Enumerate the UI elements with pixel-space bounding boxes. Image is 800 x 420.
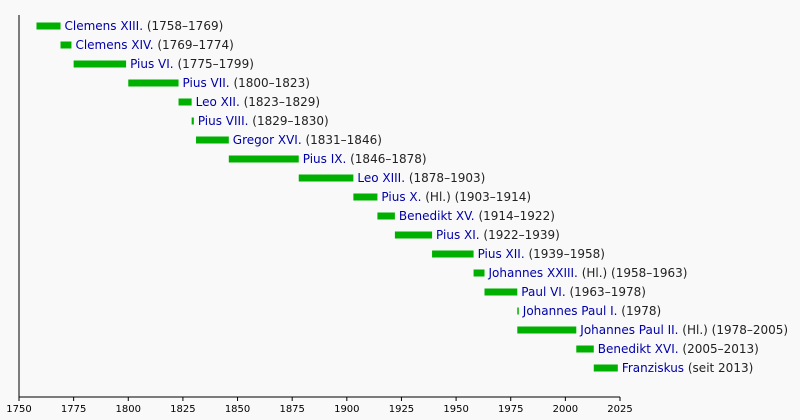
pope-name-link[interactable]: Pius VII. [183, 76, 230, 90]
pope-label: Leo XIII. (1878–1903) [357, 171, 485, 185]
pope-reign-years: (1922–1939) [480, 228, 560, 242]
pope-label: Leo XII. (1823–1829) [196, 95, 320, 109]
pope-name-link[interactable]: Johannes Paul I. [522, 304, 618, 318]
reign-bar [377, 212, 395, 220]
pope-name-link[interactable]: Clemens XIII. [65, 19, 144, 33]
pope-name-link[interactable]: Johannes Paul II. [579, 323, 678, 337]
reign-bar [432, 250, 474, 258]
x-tick-label: 1975 [498, 404, 523, 415]
reign-bar [473, 269, 485, 277]
pope-reign-years: (1878–1903) [405, 171, 485, 185]
pope-label: Benedikt XVI. (2005–2013) [598, 342, 759, 356]
pope-name-link[interactable]: Benedikt XV. [399, 209, 475, 223]
pope-name-link[interactable]: Johannes XXIII. [488, 266, 578, 280]
pope-reign-years: (1846–1878) [346, 152, 426, 166]
x-tick-label: 1825 [170, 404, 195, 415]
pope-name-link[interactable]: Gregor XVI. [233, 133, 302, 147]
reign-bar [196, 136, 229, 144]
pope-label: Pius IX. (1846–1878) [303, 152, 427, 166]
pope-reign-years: (1775–1799) [174, 57, 254, 71]
pope-label: Johannes XXIII. (Hl.) (1958–1963) [488, 266, 688, 280]
pope-label: Pius XI. (1922–1939) [436, 228, 560, 242]
pope-reign-years: (Hl.) (1903–1914) [421, 190, 531, 204]
pope-label: Benedikt XV. (1914–1922) [399, 209, 555, 223]
pope-name-link[interactable]: Pius X. [381, 190, 421, 204]
pope-name-link[interactable]: Paul VI. [521, 285, 565, 299]
pope-name-link[interactable]: Benedikt XVI. [598, 342, 679, 356]
reign-bar [484, 288, 518, 296]
pope-label: Gregor XVI. (1831–1846) [233, 133, 382, 147]
pope-label: Paul VI. (1963–1978) [521, 285, 646, 299]
reign-bar [73, 60, 127, 68]
x-tick-label: 1925 [389, 404, 414, 415]
reign-bars [36, 22, 618, 372]
pope-label: Johannes Paul I. (1978) [522, 304, 661, 318]
pope-label: Johannes Paul II. (Hl.) (1978–2005) [579, 323, 788, 337]
x-tick-label: 1750 [6, 404, 31, 415]
pope-name-link[interactable]: Pius VI. [130, 57, 174, 71]
pope-reign-years: (1758–1769) [143, 19, 223, 33]
reign-bar [517, 307, 519, 315]
x-tick-label: 1775 [61, 404, 86, 415]
pope-labels: Clemens XIII. (1758–1769) Clemens XIV. (1… [65, 19, 789, 375]
pope-name-link[interactable]: Leo XII. [196, 95, 240, 109]
reign-bar [353, 193, 378, 201]
pope-label: Clemens XIV. (1769–1774) [75, 38, 233, 52]
x-tick-label: 1850 [225, 404, 250, 415]
pope-reign-years: (1914–1922) [475, 209, 555, 223]
pope-label: Clemens XIII. (1758–1769) [65, 19, 224, 33]
x-axis-ticks: 1750 1775 1800 1825 1850 1875 1900 1925 1950 1975… [6, 397, 633, 415]
pope-name-link[interactable]: Franziskus [622, 361, 684, 375]
x-tick-label: 2025 [607, 404, 632, 415]
reign-bar [128, 79, 179, 87]
pope-reign-years: (1829–1830) [248, 114, 328, 128]
pope-label: Pius XII. (1939–1958) [478, 247, 605, 261]
x-tick-label: 1875 [279, 404, 304, 415]
reign-bar [593, 364, 618, 372]
reign-bar [576, 345, 594, 353]
pope-reign-years: (2005–2013) [679, 342, 759, 356]
pope-reign-years: (1939–1958) [525, 247, 605, 261]
pope-reign-years: (seit 2013) [684, 361, 753, 375]
reign-bar [298, 174, 354, 182]
reign-bar [191, 117, 194, 125]
pope-label: Pius VIII. (1829–1830) [198, 114, 329, 128]
reign-bar [60, 41, 72, 49]
pope-reign-years: (1823–1829) [240, 95, 320, 109]
x-tick-label: 1950 [443, 404, 468, 415]
pope-name-link[interactable]: Pius VIII. [198, 114, 249, 128]
pope-reign-years: (1800–1823) [230, 76, 310, 90]
pope-name-link[interactable]: Leo XIII. [357, 171, 405, 185]
pope-label: Pius VII. (1800–1823) [183, 76, 310, 90]
pope-name-link[interactable]: Clemens XIV. [75, 38, 153, 52]
pope-reign-years: (1963–1978) [566, 285, 646, 299]
x-tick-label: 1900 [334, 404, 359, 415]
x-tick-label: 2000 [553, 404, 578, 415]
pope-reign-years: (1831–1846) [302, 133, 382, 147]
pope-label: Pius VI. (1775–1799) [130, 57, 254, 71]
reign-bar [178, 98, 192, 106]
reign-bar [36, 22, 61, 30]
x-tick-label: 1800 [116, 404, 141, 415]
pope-reign-years: (1978) [617, 304, 661, 318]
reign-bar [394, 231, 433, 239]
pope-name-link[interactable]: Pius IX. [303, 152, 347, 166]
pope-name-link[interactable]: Pius XI. [436, 228, 480, 242]
pope-reign-years: (Hl.) (1958–1963) [578, 266, 688, 280]
pope-label: Franziskus (seit 2013) [622, 361, 753, 375]
reign-bar [228, 155, 299, 163]
pope-reign-years: (Hl.) (1978–2005) [678, 323, 788, 337]
reign-bar [517, 326, 577, 334]
pope-label: Pius X. (Hl.) (1903–1914) [381, 190, 531, 204]
pope-name-link[interactable]: Pius XII. [478, 247, 525, 261]
pope-reign-years: (1769–1774) [154, 38, 234, 52]
